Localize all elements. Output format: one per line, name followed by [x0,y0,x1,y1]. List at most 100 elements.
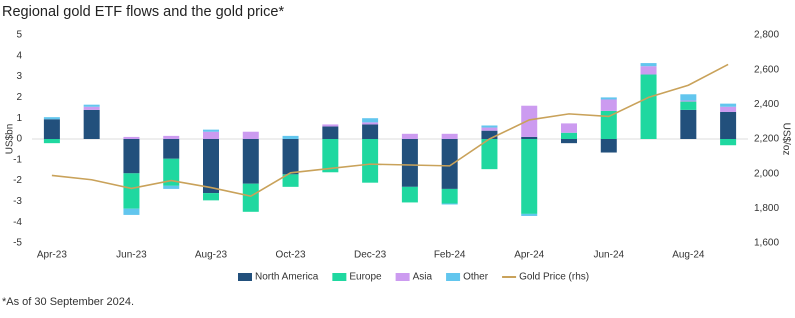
bar-segment [600,97,617,100]
price-line [51,63,729,198]
y-tick-label: 2 [16,92,22,103]
legend-swatch [446,273,461,281]
bar-segment [282,174,299,187]
legend-label: Other [463,272,489,283]
bar-segment [203,129,219,132]
x-tick-label: Apr-24 [514,250,544,261]
bar-segment [441,139,458,189]
bar-segment [242,183,259,212]
y2-tick-label: 2,600 [754,64,779,75]
x-tick-label: Dec-23 [354,250,387,261]
y2-tick-label: 1,800 [754,203,779,214]
bar-segment [640,66,657,75]
bar-segment [362,139,379,183]
footnote: *As of 30 September 2024. [2,296,134,308]
legend-swatch [238,273,252,281]
y-tick-label: 4 [16,50,22,61]
bar-segment [680,101,697,110]
bar-segment [561,139,577,144]
x-tick-label: Aug-24 [672,250,705,261]
bar-segment [561,132,577,139]
y2-tick-label: 1,600 [754,238,779,249]
bar-segment [322,139,339,173]
y2-tick-label: 2,400 [754,99,779,110]
bar-segment [521,213,538,216]
bar-segment [163,185,180,189]
bar-segment [441,133,458,139]
bar-segment [123,139,140,174]
bar-segment [83,104,100,107]
y2-tick-label: 2,200 [754,134,779,145]
y2-tick-label: 2,000 [754,168,779,179]
y-tick-label: 0 [16,134,22,145]
bar-segment [680,94,697,101]
legend-swatch [395,273,410,281]
bar-segment [481,125,498,128]
y-tick-label: 3 [16,71,22,82]
bar-segment [481,127,498,131]
x-tick-label: Jun-23 [116,250,147,261]
bar-segment [600,139,617,153]
bar-segment [561,123,577,133]
chart-title: Regional gold ETF flows and the gold pri… [2,4,284,20]
bar-segment [441,188,458,204]
y-tick-label: 1 [16,113,22,124]
y-tick-label: -4 [13,217,22,228]
bar-segment [362,122,379,125]
bar-segment [242,131,259,139]
legend-label: Europe [349,272,382,283]
bar-segment [123,173,140,209]
bar-segment [441,203,458,205]
bar-segment [600,99,617,111]
y-tick-label: -2 [13,175,22,186]
bar-segment [322,126,339,139]
x-tick-label: Jun-24 [593,250,624,261]
bar-segment [640,63,657,67]
bar-segment [203,193,219,201]
bar-segment [203,139,219,194]
x-tick-label: Aug-23 [195,250,228,261]
bar-segment [521,136,538,139]
x-tick-label: Apr-23 [37,250,67,261]
bar-segment [680,100,697,102]
bar-segment [123,208,140,215]
bar-segment [83,106,100,110]
bar-segment [640,74,657,139]
bar-segment [43,119,60,139]
legend-label: Asia [413,272,433,283]
y-axis-label: US$bn [5,124,16,155]
bar-segment [322,124,339,127]
y-tick-label: -3 [13,196,22,207]
bar-segment [123,136,140,139]
bar-segment [83,109,100,139]
x-tick-label: Feb-24 [434,250,466,261]
bar-segment [163,135,180,139]
bar-segment [362,118,379,123]
y-tick-label: 5 [16,30,22,41]
legend-swatch [332,273,347,281]
bar-segment [680,109,697,139]
bar-segment [720,103,737,107]
legend-label: North America [255,272,319,283]
y-tick-label: -1 [13,154,22,165]
bar-segment [481,130,498,139]
y2-tick-label: 2,800 [754,30,779,41]
bar-segment [163,139,180,159]
bar-segment [282,139,299,175]
bar-segment [720,106,737,112]
bar-segment [401,139,418,187]
bar-segment [401,186,418,203]
bar-segment [481,139,498,170]
x-tick-label: Oct-23 [276,250,306,261]
y2-axis-label: US$/oz [780,123,791,156]
bar-segment [203,131,219,139]
bar-segment [600,110,617,139]
bar-segment [720,111,737,139]
bar-segment [401,133,418,139]
bar-segment [282,135,299,139]
bar-segment [720,139,737,146]
legend-label: Gold Price (rhs) [519,272,589,283]
y-tick-label: -5 [13,238,22,249]
bar-segment [43,139,60,144]
